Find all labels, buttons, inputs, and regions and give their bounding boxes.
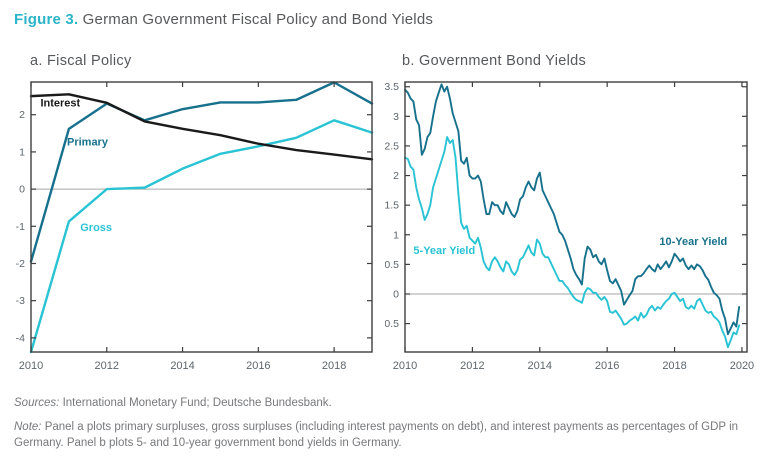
y-tick-label: 0 [19,184,25,196]
figure-title-text: German Government Fiscal Policy and Bond… [78,11,434,28]
y-tick-label: 0 [393,288,399,300]
y-tick-label: -3 [16,295,25,307]
series-label-gross: Gross [80,222,112,234]
x-tick-label: 2020 [730,360,754,372]
series-label-5-year-yield: 5-Year Yield [413,245,475,257]
series-line-gross [29,119,374,354]
plot-frame [404,81,748,353]
y-tick-label: 3.5 [385,81,399,93]
panel-b-heading: b. Government Bond Yields [402,53,587,69]
x-tick-label: 2016 [246,360,270,372]
y-tick-label: 1.5 [385,200,399,212]
sources-label: Sources: [14,397,60,409]
series-line-primary [29,81,374,263]
figure-note: Note: Panel a plots primary surpluses, g… [14,419,756,452]
x-tick-label: 2012 [95,360,119,372]
x-tick-label: 2018 [662,360,686,372]
y-tick-label: -1 [16,221,25,233]
y-tick-label: -2 [16,258,25,270]
series-line-interest [29,93,374,161]
plot-frame [30,81,373,353]
sources-note: Sources: International Monetary Fund; De… [14,395,754,411]
sources-text: International Monetary Fund; Deutsche Bu… [59,397,332,409]
y-tick-label: 2.5 [385,140,399,152]
y-tick-label: 1 [393,229,399,241]
y-tick-label: -4 [16,332,25,344]
series-label-primary: Primary [67,137,109,149]
y-tick-label: 0.5 [385,259,399,271]
y-tick-label: 2 [393,170,399,182]
x-tick-label: 2014 [528,360,552,372]
y-tick-label: -0.5 [385,318,399,330]
x-tick-label: 2012 [460,360,484,372]
y-tick-label: 3 [393,111,399,123]
fiscal-policy-chart: Gross Primary Interest 2010 2012 2014 2016 2018… [16,81,374,372]
series-label-interest: Interest [40,97,80,109]
panel-a-heading: a. Fiscal Policy [30,53,132,69]
note-label: Note: [14,421,42,433]
figure-title: Figure 3. German Government Fiscal Polic… [14,11,433,28]
y-tick-label: 1 [19,146,25,158]
note-text: Panel a plots primary surpluses, gross s… [14,421,739,450]
series-label-10-year-yield: 10-Year Yield [659,236,727,248]
x-tick-label: 2010 [393,360,417,372]
x-tick-label: 2018 [322,360,346,372]
series-line-10-year-yield [404,83,741,336]
figure-number: Figure 3. [14,11,79,28]
x-tick-label: 2014 [170,360,194,372]
x-tick-label: 2016 [595,360,619,372]
x-tick-label: 2010 [19,360,43,372]
series-line-5-year-yield [404,136,741,349]
y-tick-label: 2 [19,109,25,121]
